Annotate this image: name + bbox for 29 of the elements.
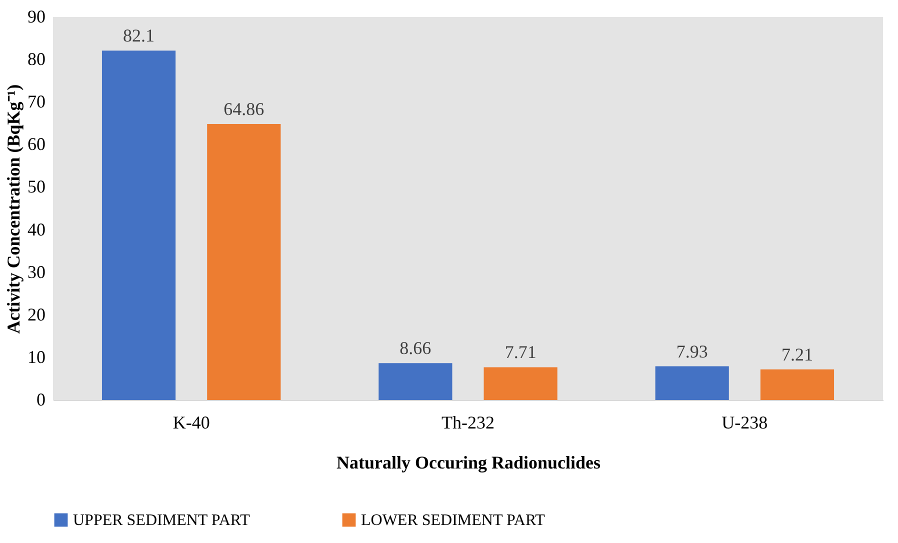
- y-tick-label: 90: [28, 6, 46, 26]
- data-label: 8.66: [400, 338, 432, 358]
- data-label: 64.86: [224, 98, 264, 119]
- y-axis-title: Activity Concentration (BqKg⁻¹): [4, 84, 24, 334]
- legend-label: LOWER SEDIMENT PART: [361, 512, 546, 529]
- y-tick-label: 30: [28, 262, 46, 282]
- y-tick-label: 80: [28, 49, 46, 70]
- bar: [378, 363, 452, 400]
- y-tick-label: 70: [28, 92, 46, 112]
- y-tick-label: 20: [28, 304, 46, 324]
- y-tick-label: 50: [28, 176, 46, 197]
- legend-label: UPPER SEDIMENT PART: [73, 512, 250, 529]
- y-tick-label: 60: [28, 134, 46, 154]
- x-tick-label: U-238: [722, 412, 768, 432]
- data-label: 7.93: [676, 341, 708, 362]
- y-tick-label: 40: [28, 219, 46, 240]
- x-tick-label: Th-232: [442, 412, 494, 432]
- data-label: 7.71: [504, 342, 536, 362]
- x-tick-label: K-40: [172, 412, 210, 432]
- y-tick-label: 0: [36, 390, 46, 410]
- bar: [760, 369, 834, 400]
- bar: [655, 366, 729, 400]
- data-label: 82.1: [123, 26, 155, 46]
- bar: [102, 50, 176, 400]
- x-axis-title: Naturally Occuring Radionuclides: [336, 452, 601, 472]
- bar: [484, 367, 558, 400]
- data-label: 7.21: [781, 344, 813, 364]
- y-tick-label: 10: [28, 346, 46, 367]
- bar: [207, 124, 281, 400]
